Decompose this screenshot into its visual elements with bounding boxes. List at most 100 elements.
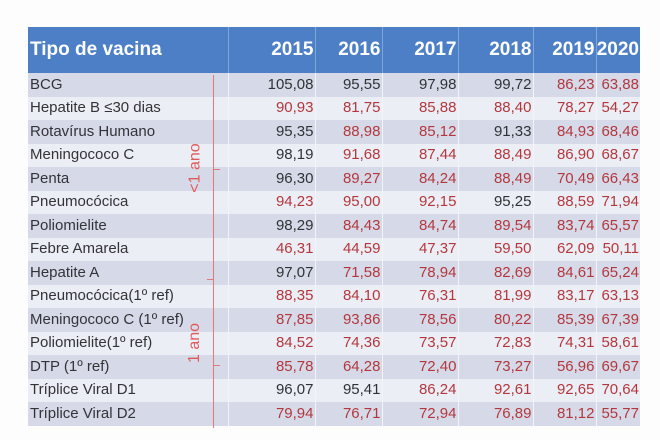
table-row: Hepatite B ≤30 dias 90,93 81,75 85,88 88,40 7… [28, 96, 640, 121]
coverage-value-2016: 95,00 [314, 190, 382, 214]
vaccine-name: Tríplice Viral D1 [30, 381, 136, 399]
coverage-value-2020: 63,88 [595, 73, 640, 97]
coverage-value-2018: 82,69 [457, 261, 533, 285]
coverage-value-2017: 76,31 [381, 284, 458, 308]
vaccine-coverage-table: Tipo de vacina 2015 2016 2017 2018 2019 … [28, 27, 640, 426]
coverage-value-2015: 97,07 [227, 261, 315, 285]
coverage-value-2016: 95,41 [314, 378, 382, 402]
coverage-value-2019: 70,49 [532, 167, 596, 191]
coverage-value-2015: 84,52 [227, 331, 315, 355]
coverage-value-2017: 84,74 [381, 214, 458, 238]
coverage-value-2019: 83,17 [532, 284, 596, 308]
coverage-value-2020: 68,46 [595, 120, 640, 144]
vaccine-name: Pneumocócica [30, 193, 129, 211]
coverage-value-2018: 88,40 [457, 96, 533, 120]
coverage-value-2019: 86,23 [532, 73, 596, 97]
coverage-value-2020: 58,61 [595, 331, 640, 355]
coverage-value-2017: 85,88 [381, 96, 458, 120]
coverage-value-2016: 84,43 [314, 214, 382, 238]
group-spacer [201, 120, 228, 144]
coverage-value-2020: 65,57 [595, 214, 640, 238]
coverage-value-2015: 95,35 [227, 120, 315, 144]
header-year-2016: 2016 [314, 27, 382, 73]
coverage-value-2018: 88,49 [457, 167, 533, 191]
coverage-value-2020: 69,67 [595, 355, 640, 379]
vaccine-name: Poliomielite [30, 216, 107, 234]
table-row: DTP (1º ref) 85,78 64,28 72,40 73,27 56,96 69,… [28, 355, 640, 379]
coverage-value-2018: 76,89 [457, 402, 533, 426]
coverage-value-2019: 88,59 [532, 190, 596, 214]
coverage-value-2016: 44,59 [314, 237, 382, 261]
coverage-value-2015: 98,29 [227, 214, 315, 238]
table-row: Poliomielite(1º ref) 84,52 74,36 73,57 72,83… [28, 331, 640, 355]
age-group-label: 1 ano [186, 322, 204, 364]
vaccine-name: Hepatite B ≤30 dias [30, 99, 161, 117]
group-bracket-line [213, 75, 214, 428]
coverage-value-2017: 72,40 [381, 355, 458, 379]
group-spacer [201, 167, 228, 191]
coverage-value-2015: 79,94 [227, 402, 315, 426]
coverage-value-2017: 85,12 [381, 120, 458, 144]
coverage-value-2018: 72,83 [457, 331, 533, 355]
coverage-value-2017: 73,57 [381, 331, 458, 355]
table-row: Penta 96,30 89,27 84,24 88,49 70,49 66,43 [28, 167, 640, 191]
coverage-value-2020: 66,43 [595, 167, 640, 191]
vaccine-name: Febre Amarela [30, 240, 129, 258]
vaccine-name: Meningococo C (1º ref) [30, 310, 184, 328]
table-row: Tríplice Viral D1 96,07 95,41 86,24 92,61 92,… [28, 378, 640, 403]
coverage-value-2015: 88,35 [227, 284, 315, 308]
header-year-2017: 2017 [381, 27, 458, 73]
table-row: Meningococo C (1º ref) 87,85 93,86 78,56 80,… [28, 308, 640, 332]
age-group-label: <1 ano [186, 143, 204, 193]
coverage-value-2016: 71,58 [314, 261, 382, 285]
coverage-value-2017: 87,44 [381, 143, 458, 167]
coverage-value-2018: 80,22 [457, 308, 533, 332]
group-spacer [201, 238, 228, 262]
coverage-value-2017: 84,24 [381, 167, 458, 191]
group-spacer [201, 144, 228, 168]
coverage-value-2015: 94,23 [227, 190, 315, 214]
header-vaccine-type: Tipo de vacina [30, 39, 162, 60]
table-row: Pneumocócica(1º ref) 88,35 84,10 76,31 81,99… [28, 284, 640, 308]
coverage-value-2017: 78,56 [381, 308, 458, 332]
table-row: Pneumocócica 94,23 95,00 92,15 95,25 88,59 71,… [28, 190, 640, 215]
group-spacer [201, 261, 228, 285]
coverage-value-2018: 88,49 [457, 143, 533, 167]
table-row: Poliomielite 98,29 84,43 84,74 89,54 83,74 65,… [28, 214, 640, 238]
header-year-2018: 2018 [457, 27, 533, 73]
coverage-value-2017: 72,94 [381, 402, 458, 426]
table-row: Meningococo C 98,19 91,68 87,44 88,49 86,90 68… [28, 143, 640, 168]
vaccine-name: Hepatite A [30, 263, 100, 281]
header-year-2019: 2019 [532, 27, 596, 73]
coverage-value-2018: 59,50 [457, 237, 533, 261]
group-spacer [201, 308, 228, 332]
vaccine-name: Penta [30, 169, 70, 187]
group-spacer [201, 379, 228, 403]
coverage-value-2020: 50,11 [595, 237, 640, 261]
coverage-value-2016: 64,28 [314, 355, 382, 379]
coverage-value-2017: 86,24 [381, 378, 458, 402]
header-spacer [201, 27, 228, 73]
coverage-value-2016: 76,71 [314, 402, 382, 426]
coverage-value-2020: 63,13 [595, 284, 640, 308]
coverage-value-2019: 74,31 [532, 331, 596, 355]
coverage-value-2015: 96,07 [227, 378, 315, 402]
coverage-value-2020: 71,94 [595, 190, 640, 214]
header-year-2015: 2015 [227, 27, 315, 73]
group-spacer [201, 97, 228, 121]
coverage-value-2016: 93,86 [314, 308, 382, 332]
vaccine-name: BCG [30, 75, 63, 93]
coverage-value-2020: 67,39 [595, 308, 640, 332]
coverage-value-2020: 65,24 [595, 261, 640, 285]
coverage-value-2019: 92,65 [532, 378, 596, 402]
coverage-value-2019: 78,27 [532, 96, 596, 120]
coverage-value-2019: 84,61 [532, 261, 596, 285]
coverage-value-2016: 95,55 [314, 73, 382, 97]
table-body: BCG 105,08 95,55 97,98 99,72 86,23 63,88 Hepati… [28, 73, 640, 426]
coverage-value-2015: 98,19 [227, 143, 315, 167]
group-separator-tick [207, 278, 213, 280]
group-spacer [201, 355, 228, 379]
coverage-value-2020: 55,77 [595, 402, 640, 426]
group-spacer [201, 191, 228, 215]
